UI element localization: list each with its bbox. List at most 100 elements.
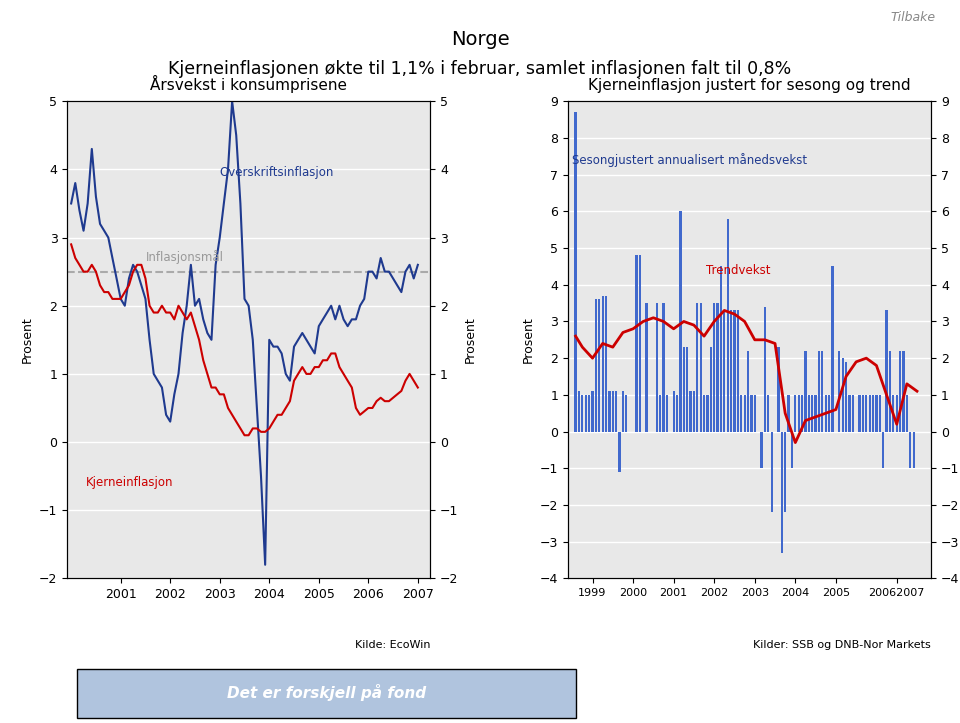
Bar [693, 391, 695, 432]
Bar [740, 395, 742, 432]
Bar [578, 391, 580, 432]
Bar [892, 395, 895, 432]
Bar [828, 395, 830, 432]
Bar [872, 395, 875, 432]
Bar [723, 310, 726, 432]
Bar [625, 395, 628, 432]
Bar [659, 395, 661, 432]
Bar [831, 266, 833, 432]
Text: Kjerneinflasjonen økte til 1,1% i februar, samlet inflasjonen falt til 0,8%: Kjerneinflasjonen økte til 1,1% i februa… [168, 60, 792, 77]
Bar [733, 310, 735, 432]
Bar [896, 395, 898, 432]
Bar [622, 391, 624, 432]
Bar [814, 395, 817, 432]
Bar [787, 395, 790, 432]
Bar [798, 395, 800, 432]
Bar [909, 432, 911, 469]
Bar [605, 296, 607, 432]
Bar [849, 395, 851, 432]
Text: Norge: Norge [450, 30, 510, 49]
Bar [720, 266, 722, 432]
Bar [638, 255, 641, 432]
Bar [680, 211, 682, 432]
Bar [764, 307, 766, 432]
Bar [686, 347, 688, 432]
Bar [825, 395, 827, 432]
Text: Tilbake: Tilbake [891, 11, 936, 24]
Bar [784, 432, 786, 513]
Bar [858, 395, 861, 432]
Text: Kjerneinflasjon: Kjerneinflasjon [86, 476, 174, 489]
Bar [716, 303, 719, 432]
Bar [794, 395, 797, 432]
Bar [743, 395, 746, 432]
Bar [574, 112, 577, 432]
Bar [821, 351, 824, 432]
Text: Trendvekst: Trendvekst [707, 264, 771, 277]
Bar [665, 395, 668, 432]
Y-axis label: Prosent: Prosent [464, 317, 477, 363]
Title: Kjerneinflasjon justert for sesong og trend: Kjerneinflasjon justert for sesong og tr… [588, 78, 911, 93]
Bar [862, 395, 864, 432]
Title: Årsvekst i konsumprisene: Årsvekst i konsumprisene [150, 75, 348, 93]
Bar [902, 351, 904, 432]
Text: Kilder: SSB og DNB-Nor Markets: Kilder: SSB og DNB-Nor Markets [754, 641, 931, 651]
Text: Det er forskjell på fond: Det er forskjell på fond [227, 684, 426, 701]
Bar [791, 432, 793, 469]
Bar [609, 391, 611, 432]
Bar [645, 303, 648, 432]
Bar [615, 391, 617, 432]
Bar [656, 303, 658, 432]
Text: Overskriftsinflasjon: Overskriftsinflasjon [220, 166, 334, 179]
Bar [727, 218, 729, 432]
Bar [673, 391, 675, 432]
Bar [585, 395, 587, 432]
Bar [709, 347, 712, 432]
Bar [801, 395, 804, 432]
Bar [636, 255, 637, 432]
Bar [780, 432, 783, 552]
Y-axis label: Prosent: Prosent [20, 317, 34, 363]
Bar [778, 347, 780, 432]
Bar [878, 395, 881, 432]
Bar [581, 395, 584, 432]
Bar [876, 395, 877, 432]
Bar [696, 303, 698, 432]
Bar [730, 310, 732, 432]
Bar [588, 395, 590, 432]
Bar [662, 303, 664, 432]
Bar [700, 303, 702, 432]
Text: Kilde: EcoWin: Kilde: EcoWin [355, 641, 430, 651]
Bar [818, 351, 820, 432]
Bar [889, 351, 891, 432]
Bar [747, 351, 749, 432]
Bar [602, 296, 604, 432]
Bar [612, 391, 613, 432]
Bar [882, 432, 884, 469]
Bar [618, 432, 621, 472]
Bar [707, 395, 708, 432]
Bar [591, 391, 593, 432]
Bar [807, 395, 810, 432]
FancyBboxPatch shape [77, 669, 576, 718]
Bar [676, 395, 678, 432]
Bar [852, 395, 853, 432]
Bar [751, 395, 753, 432]
Bar [760, 432, 762, 469]
Bar [885, 310, 888, 432]
Bar [754, 395, 756, 432]
Bar [689, 391, 691, 432]
Bar [804, 351, 806, 432]
Bar [595, 299, 597, 432]
Bar [845, 362, 847, 432]
Bar [899, 351, 901, 432]
Bar [703, 395, 706, 432]
Bar [913, 432, 915, 469]
Bar [683, 347, 684, 432]
Text: Sesongjustert annualisert månedsvekst: Sesongjustert annualisert månedsvekst [572, 153, 807, 166]
Bar [598, 299, 600, 432]
Bar [842, 358, 844, 432]
Text: Inflasjonsmål: Inflasjonsmål [146, 250, 224, 265]
Bar [869, 395, 871, 432]
Bar [767, 395, 769, 432]
